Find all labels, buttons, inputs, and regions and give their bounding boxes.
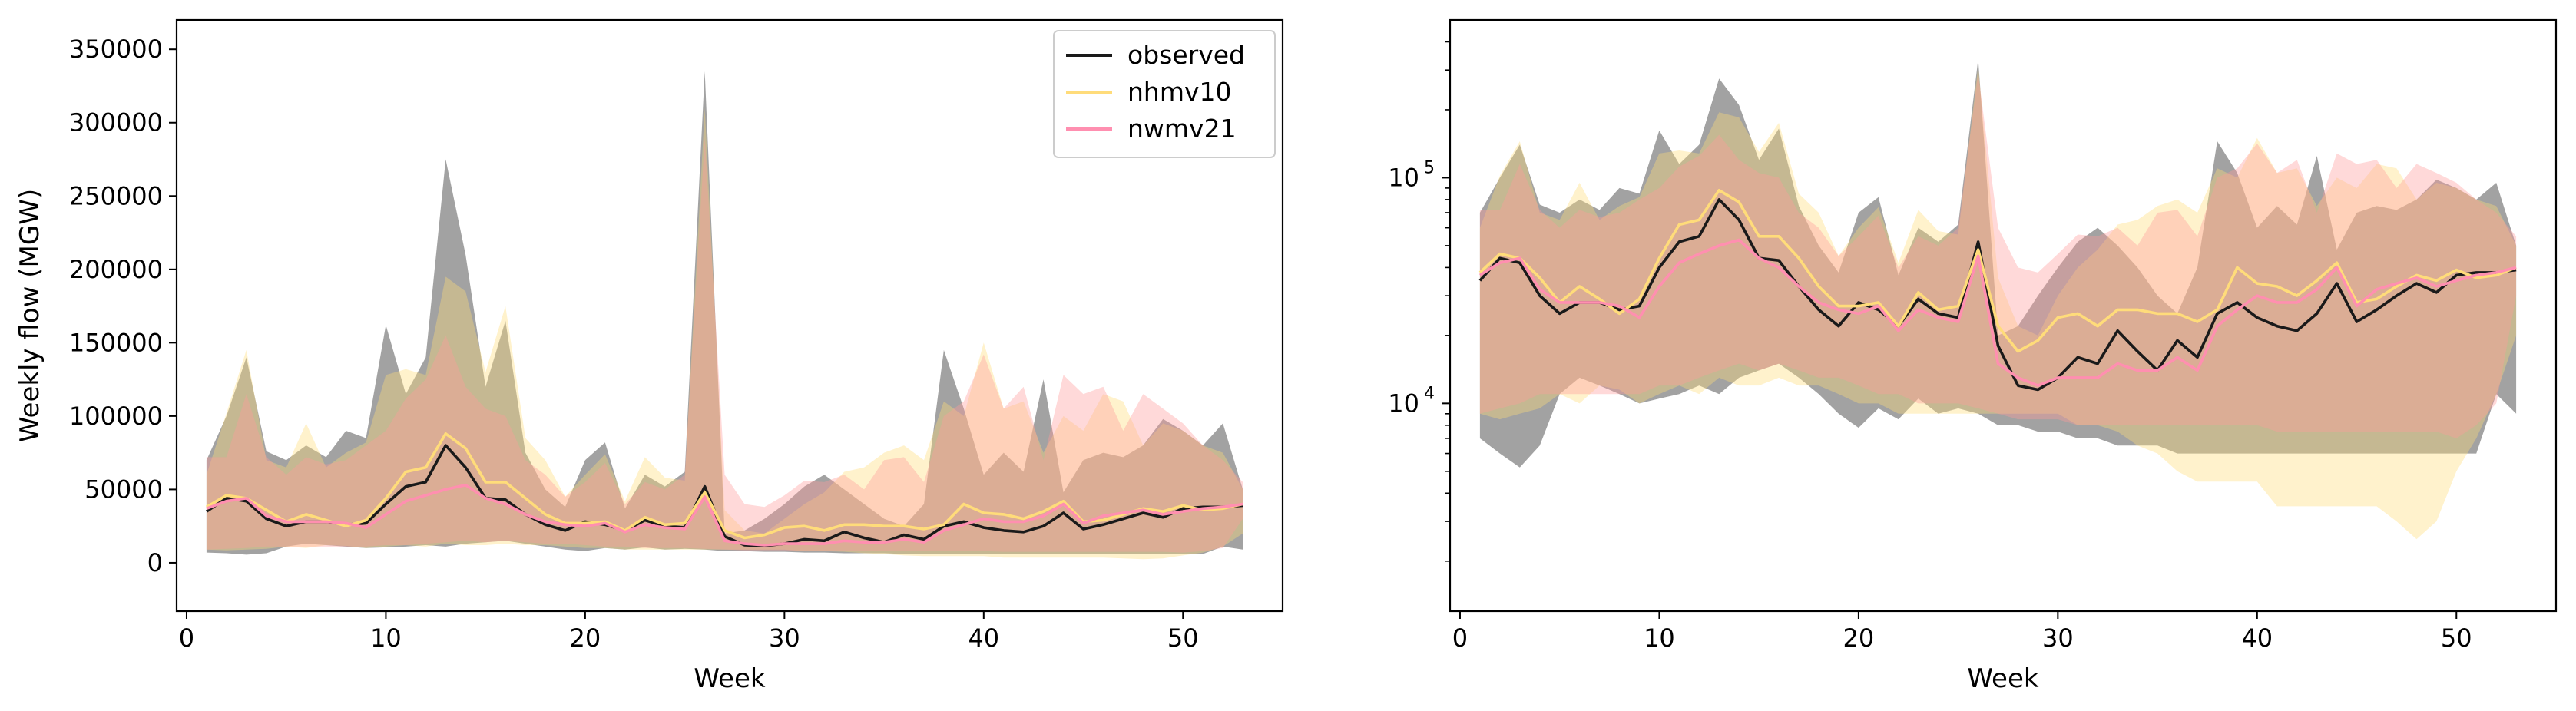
- y-tick-label: 150000: [69, 328, 163, 357]
- chart-right: 0 10 20 30 40 50 10 4 10 5 Week: [1388, 18, 2558, 694]
- range-band-nhmv10-right: [1479, 67, 2517, 540]
- y-tick-label: 10: [1388, 163, 1419, 192]
- y-tick-label: 0: [147, 548, 163, 577]
- range-band-nwmv21-left: [206, 137, 1243, 553]
- axes-frame-left: [175, 18, 1284, 613]
- x-tick-label: 0: [1452, 623, 1468, 653]
- y-tick-exponent: 4: [1424, 384, 1435, 403]
- range-band-nhmv10-left: [206, 107, 1243, 560]
- legend-label-nhmv10: nhmv10: [1127, 77, 1232, 107]
- legend-label-observed: observed: [1127, 40, 1245, 70]
- y-tick-label: 350000: [69, 35, 163, 64]
- x-axis-label-right: Week: [1967, 663, 2038, 694]
- x-tick-label: 20: [570, 623, 601, 653]
- series-line-nwmv21-left: [206, 483, 1243, 547]
- y-axis-label-left: Weekly flow (MGW): [15, 189, 45, 442]
- legend-box: [1053, 30, 1276, 158]
- x-tick-label: 50: [2441, 623, 2472, 653]
- series-line-observed-left: [205, 444, 1243, 547]
- y-tick-label: 10: [1388, 389, 1419, 418]
- y-tick-label: 50000: [84, 475, 163, 504]
- series-line-nwmv21-right: [1478, 238, 2517, 387]
- range-band-observed-right: [1479, 59, 2517, 468]
- legend: observed nhmv10 nwmv21: [1053, 30, 1276, 158]
- x-tick-label: 0: [179, 623, 194, 653]
- y-tick-label: 300000: [69, 108, 163, 137]
- x-tick-label: 30: [2042, 623, 2074, 653]
- y-tick-label: 250000: [69, 181, 163, 210]
- series-line-nhmv10-right: [1478, 189, 2517, 353]
- legend-label-nwmv21: nwmv21: [1127, 114, 1237, 144]
- y-tick-label: 200000: [69, 255, 163, 284]
- series-line-observed-right: [1478, 198, 2517, 392]
- x-tick-label: 50: [1167, 623, 1199, 653]
- range-band-nwmv21-right: [1479, 73, 2517, 438]
- range-band-observed-left: [206, 71, 1243, 555]
- chart-left: 0 10 20 30 40 50 0 50000 100000 150000 200000 25000…: [15, 18, 1284, 694]
- x-tick-label: 40: [968, 623, 999, 653]
- series-line-nhmv10-left: [205, 432, 1243, 540]
- x-tick-label: 30: [769, 623, 800, 653]
- x-axis-label-left: Week: [694, 663, 765, 694]
- x-tick-label: 10: [370, 623, 402, 653]
- y-tick-label: 100000: [69, 402, 163, 431]
- axes-frame-right: [1449, 18, 2558, 613]
- x-tick-label: 40: [2241, 623, 2273, 653]
- y-tick-exponent: 5: [1424, 158, 1435, 177]
- x-tick-label: 10: [1644, 623, 1675, 653]
- x-tick-label: 20: [1843, 623, 1875, 653]
